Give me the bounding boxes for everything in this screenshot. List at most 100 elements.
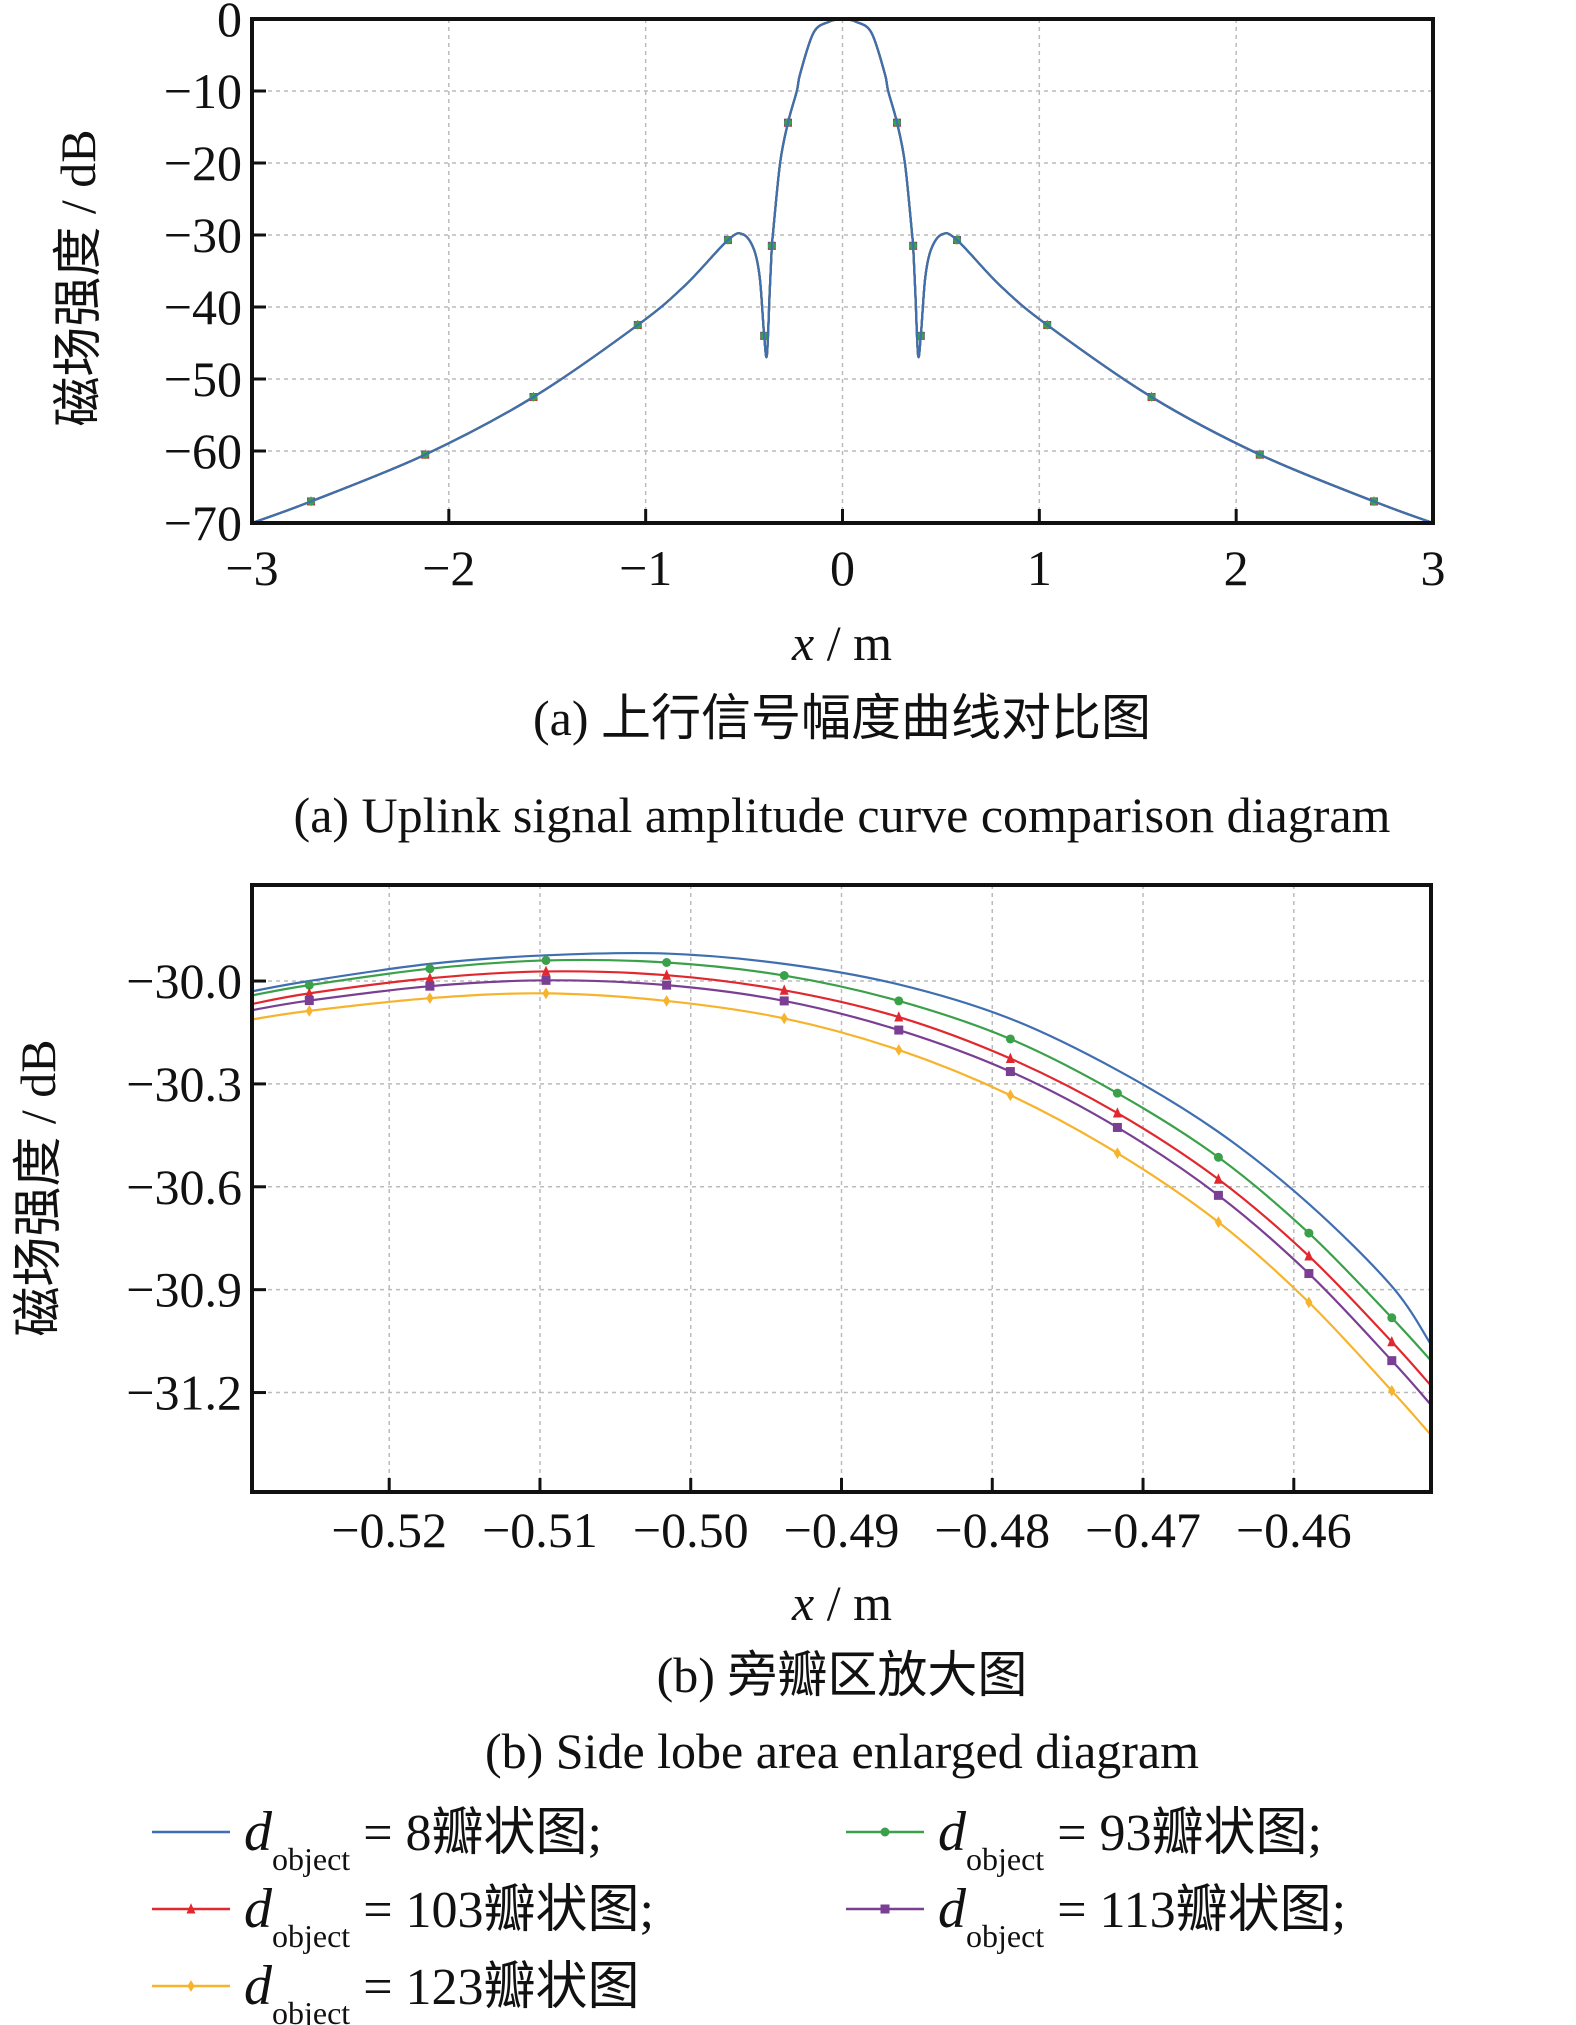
chart-b-xlabel: x / m — [791, 1575, 892, 1631]
marker-circle — [1005, 1034, 1015, 1044]
legend-item-s113: dobject = 113瓣状图; — [846, 1878, 1346, 1954]
marker-square — [304, 996, 314, 1006]
plot-frame — [250, 17, 1435, 525]
series-s8 — [252, 951, 1431, 1346]
marker-circle — [1112, 1088, 1122, 1098]
chart-a-caption-en: (a) Uplink signal amplitude curve compar… — [294, 787, 1391, 843]
x-tick-label: −3 — [225, 540, 278, 596]
marker-square — [779, 996, 789, 1006]
marker-square — [1112, 1122, 1122, 1132]
x-tick-label: −0.47 — [1085, 1502, 1201, 1558]
chart-b-caption-cn: (b) 旁瓣区放大图 — [657, 1647, 1028, 1703]
series-s8 — [252, 19, 1433, 523]
y-tick-label: −31.2 — [126, 1365, 242, 1421]
marker-triangle — [1005, 1052, 1015, 1064]
legend-var: d — [244, 1801, 273, 1863]
marker-circle — [425, 964, 435, 974]
marker-diamond — [187, 1980, 195, 1992]
y-tick-label: −30 — [164, 207, 242, 263]
marker-circle — [541, 955, 551, 965]
marker-triangle — [662, 969, 672, 980]
marker-circle — [304, 980, 314, 990]
marker-diamond — [1214, 1216, 1223, 1228]
x-tick-label: 0 — [830, 540, 855, 596]
legend: dobject = 8瓣状图; dobject = 93瓣状图;dobject =… — [152, 1801, 1346, 2025]
y-tick-label: −20 — [164, 135, 242, 191]
x-tick-label: −0.46 — [1236, 1502, 1352, 1558]
legend-item-s93: dobject = 93瓣状图; — [846, 1801, 1322, 1877]
x-tick-label: 3 — [1421, 540, 1446, 596]
legend-text: = 123瓣状图 — [350, 1959, 639, 2016]
marker-triangle — [894, 1011, 904, 1022]
marker-square — [894, 1025, 904, 1035]
marker-diamond — [426, 992, 434, 1005]
y-tick-label: −30.3 — [126, 1056, 242, 1112]
x-tick-label: −0.51 — [482, 1502, 598, 1558]
chart-a-ylabel: 磁场强度 / dB — [50, 129, 106, 426]
y-tick-label: −60 — [164, 423, 242, 479]
marker-circle — [1304, 1228, 1314, 1238]
marker-circle — [880, 1827, 890, 1837]
marker-square — [1213, 1190, 1223, 1200]
y-tick-label: −30.6 — [126, 1159, 242, 1215]
x-tick-label: −0.52 — [331, 1502, 447, 1558]
x-tick-label: −0.48 — [934, 1502, 1050, 1558]
plot-frame — [250, 883, 1433, 1494]
x-tick-label: −1 — [619, 540, 672, 596]
legend-item-s8: dobject = 8瓣状图; — [152, 1801, 602, 1877]
marker-triangle — [541, 965, 551, 976]
legend-sub: object — [272, 1918, 350, 1954]
chart-a-xlabel: x / m — [791, 615, 892, 671]
y-tick-label: −40 — [164, 279, 242, 335]
series-s103 — [252, 965, 1431, 1387]
y-tick-label: −30.0 — [126, 953, 242, 1009]
marker-diamond — [895, 1044, 903, 1056]
marker-diamond — [1113, 1147, 1122, 1160]
legend-var: d — [938, 1878, 967, 1940]
chart-a-amplitude: −3 −2 −1 0 1 2 30−10−20−30−40−50−60−70 — [164, 0, 1446, 596]
legend-item-s123: dobject = 123瓣状图 — [152, 1955, 640, 2025]
marker-circle — [1213, 1152, 1223, 1162]
legend-text: = 93瓣状图; — [1044, 1805, 1322, 1862]
y-tick-label: 0 — [217, 0, 242, 47]
x-tick-label: 1 — [1027, 540, 1052, 596]
y-tick-label: −10 — [164, 63, 242, 119]
y-tick-label: −30.9 — [126, 1262, 242, 1318]
legend-var: d — [938, 1801, 967, 1863]
marker-circle — [662, 958, 672, 968]
legend-var: d — [244, 1878, 273, 1940]
marker-square — [1304, 1269, 1314, 1279]
marker-triangle — [1304, 1250, 1314, 1261]
marker-triangle — [186, 1903, 196, 1914]
marker-triangle — [1387, 1335, 1397, 1347]
marker-circle — [1387, 1313, 1397, 1323]
legend-label: dobject = 103瓣状图; — [244, 1878, 654, 1954]
legend-label: dobject = 113瓣状图; — [938, 1878, 1346, 1954]
marker-diamond — [1006, 1089, 1014, 1102]
legend-sub: object — [966, 1918, 1044, 1954]
marker-diamond — [305, 1005, 313, 1017]
chart-b-caption-en: (b) Side lobe area enlarged diagram — [485, 1723, 1199, 1779]
y-tick-label: −50 — [164, 351, 242, 407]
legend-var: d — [244, 1955, 273, 2017]
marker-square — [662, 980, 672, 990]
x-tick-label: −0.50 — [633, 1502, 749, 1558]
marker-diamond — [663, 995, 671, 1007]
chart-b-ylabel: 磁场强度 / dB — [10, 1039, 66, 1336]
legend-text: = 113瓣状图; — [1044, 1882, 1346, 1939]
marker-triangle — [1213, 1173, 1223, 1184]
x-tick-label: 2 — [1224, 540, 1249, 596]
marker-circle — [894, 996, 904, 1006]
legend-label: dobject = 93瓣状图; — [938, 1801, 1322, 1877]
marker-circle — [779, 971, 789, 981]
legend-label: dobject = 123瓣状图 — [244, 1955, 640, 2025]
marker-triangle — [779, 984, 789, 995]
marker-square — [541, 975, 551, 985]
series-line-s123 — [252, 992, 1431, 1436]
chart-b-side-lobe: −0.52 −0.51 −0.50 −0.49 −0.48 −0.47 −0.46 −30.0… — [126, 883, 1433, 1558]
marker-square — [1387, 1356, 1397, 1366]
marker-diamond — [1305, 1296, 1313, 1309]
x-tick-label: −0.49 — [784, 1502, 900, 1558]
chart-a-caption-cn: (a) 上行信号幅度曲线对比图 — [533, 690, 1151, 746]
